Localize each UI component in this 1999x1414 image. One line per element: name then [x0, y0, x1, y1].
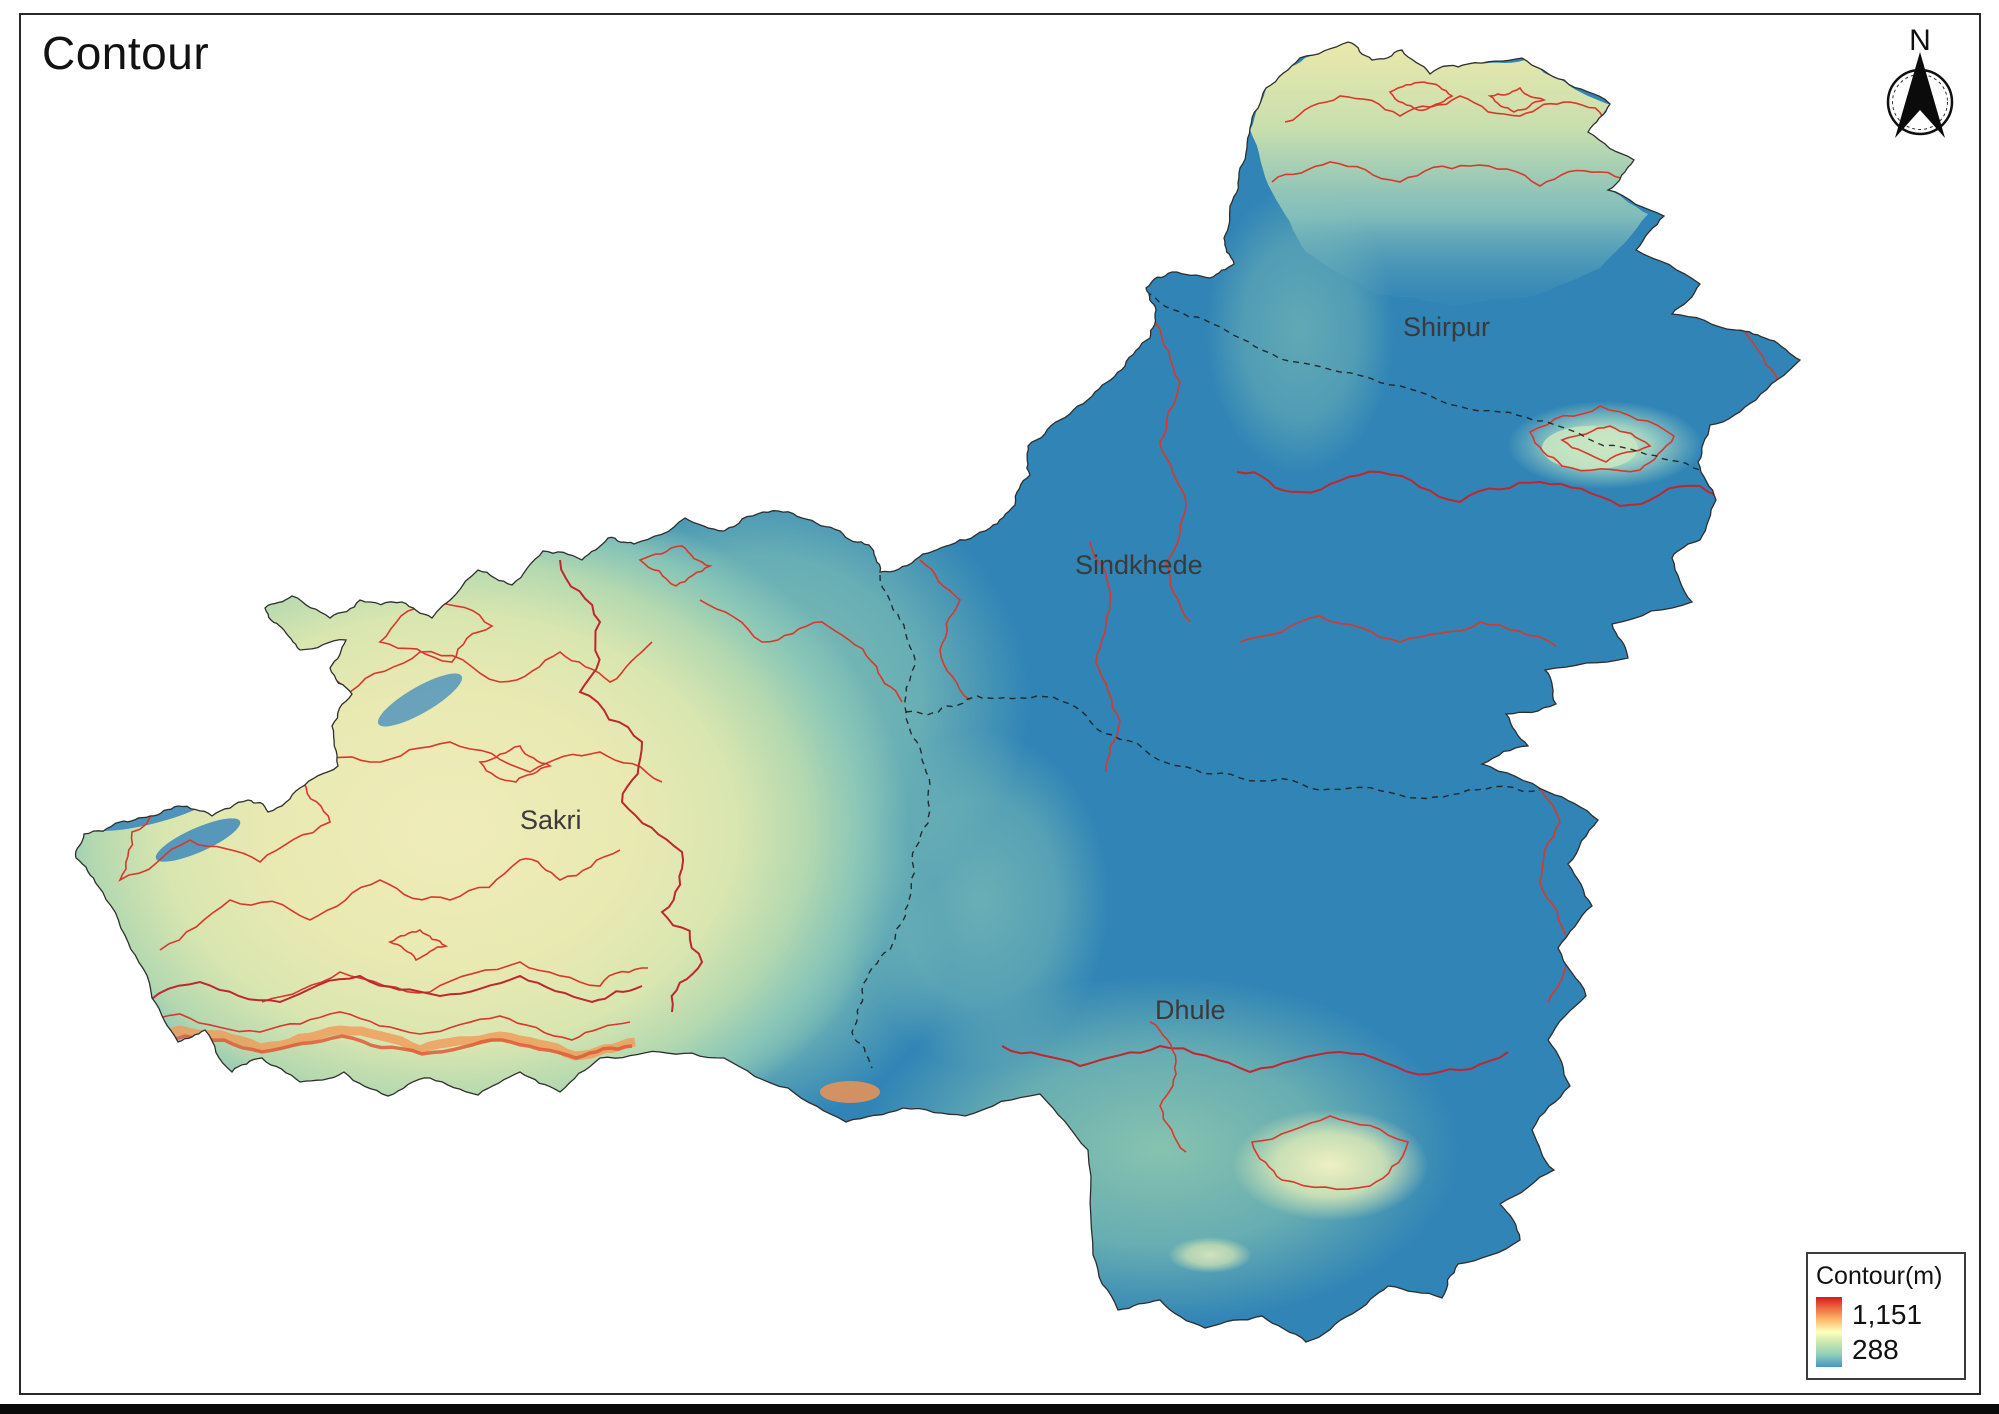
contour-line: [299, 741, 663, 783]
contour-line: [1250, 1115, 1410, 1191]
taluka-boundary: [1145, 291, 1743, 493]
region-label-dhule: Dhule: [1155, 995, 1226, 1025]
contour-line: [1089, 541, 1121, 773]
region-label-shirpur: Shirpur: [1403, 312, 1491, 342]
valley-patch: [155, 818, 241, 862]
north-arrow-icon: [1895, 52, 1945, 138]
pale-patch: [1168, 1237, 1252, 1273]
north-arrow: N: [1886, 24, 1954, 138]
contour-line: [159, 849, 621, 951]
ridge-orange: [820, 1081, 880, 1103]
contour-line: [699, 599, 903, 703]
contour-line: [378, 601, 494, 663]
legend-color-ramp: [1816, 1297, 1842, 1367]
contour-line: [559, 559, 704, 1013]
contour-line: [1560, 425, 1652, 463]
ridge-orange: [98, 1025, 636, 1061]
compass-inner-circle-icon: [1892, 74, 1948, 130]
contour-line: [1271, 161, 1655, 203]
legend-title: Contour(m): [1816, 1262, 1943, 1290]
contour-line: [478, 745, 553, 783]
contour-line: [1388, 81, 1454, 112]
pale-patch: [1232, 1109, 1428, 1221]
taluka-boundary: [851, 574, 931, 1069]
contour-line: [1236, 470, 1769, 513]
north-label: N: [1909, 24, 1931, 57]
valley-patch: [377, 673, 463, 727]
contour-line: [261, 961, 648, 1003]
contour-line: [101, 1011, 631, 1041]
elevation-high-north: [1250, 42, 1648, 306]
contour-line: [638, 545, 713, 587]
contour-line: [1149, 1021, 1187, 1153]
region-label-sakri: Sakri: [520, 805, 582, 835]
legend-min-value: 288: [1852, 1334, 1899, 1365]
contour-line: [1528, 405, 1675, 473]
legend-row: 1,151 288: [1816, 1297, 1964, 1367]
contour-line: [1001, 1044, 1509, 1076]
legend: Contour(m) 1,151 2: [1806, 1252, 1966, 1380]
bottom-bar: [0, 1404, 1999, 1414]
contour-line: [919, 559, 971, 701]
contour-line: [1154, 321, 1191, 623]
contour-line: [119, 974, 643, 1013]
legend-values: 1,151 288: [1852, 1297, 1922, 1367]
contour-line: [238, 629, 294, 661]
page-title: Contour: [42, 27, 210, 79]
contour-line: [387, 929, 449, 962]
legend-max-value: 1,151: [1852, 1299, 1923, 1330]
taluka-boundary: [905, 695, 1541, 800]
hill-patch: [1542, 426, 1638, 470]
contour-line: [1239, 615, 1557, 647]
teal-wash: [850, 730, 1110, 1070]
contour-line: [1284, 95, 1615, 127]
region-label-sindkhede: Sindkhede: [1075, 550, 1203, 580]
taluka-boundaries-layer: [851, 291, 1743, 1069]
contour-line: [1487, 86, 1547, 113]
district-outline: [74, 41, 1802, 1343]
